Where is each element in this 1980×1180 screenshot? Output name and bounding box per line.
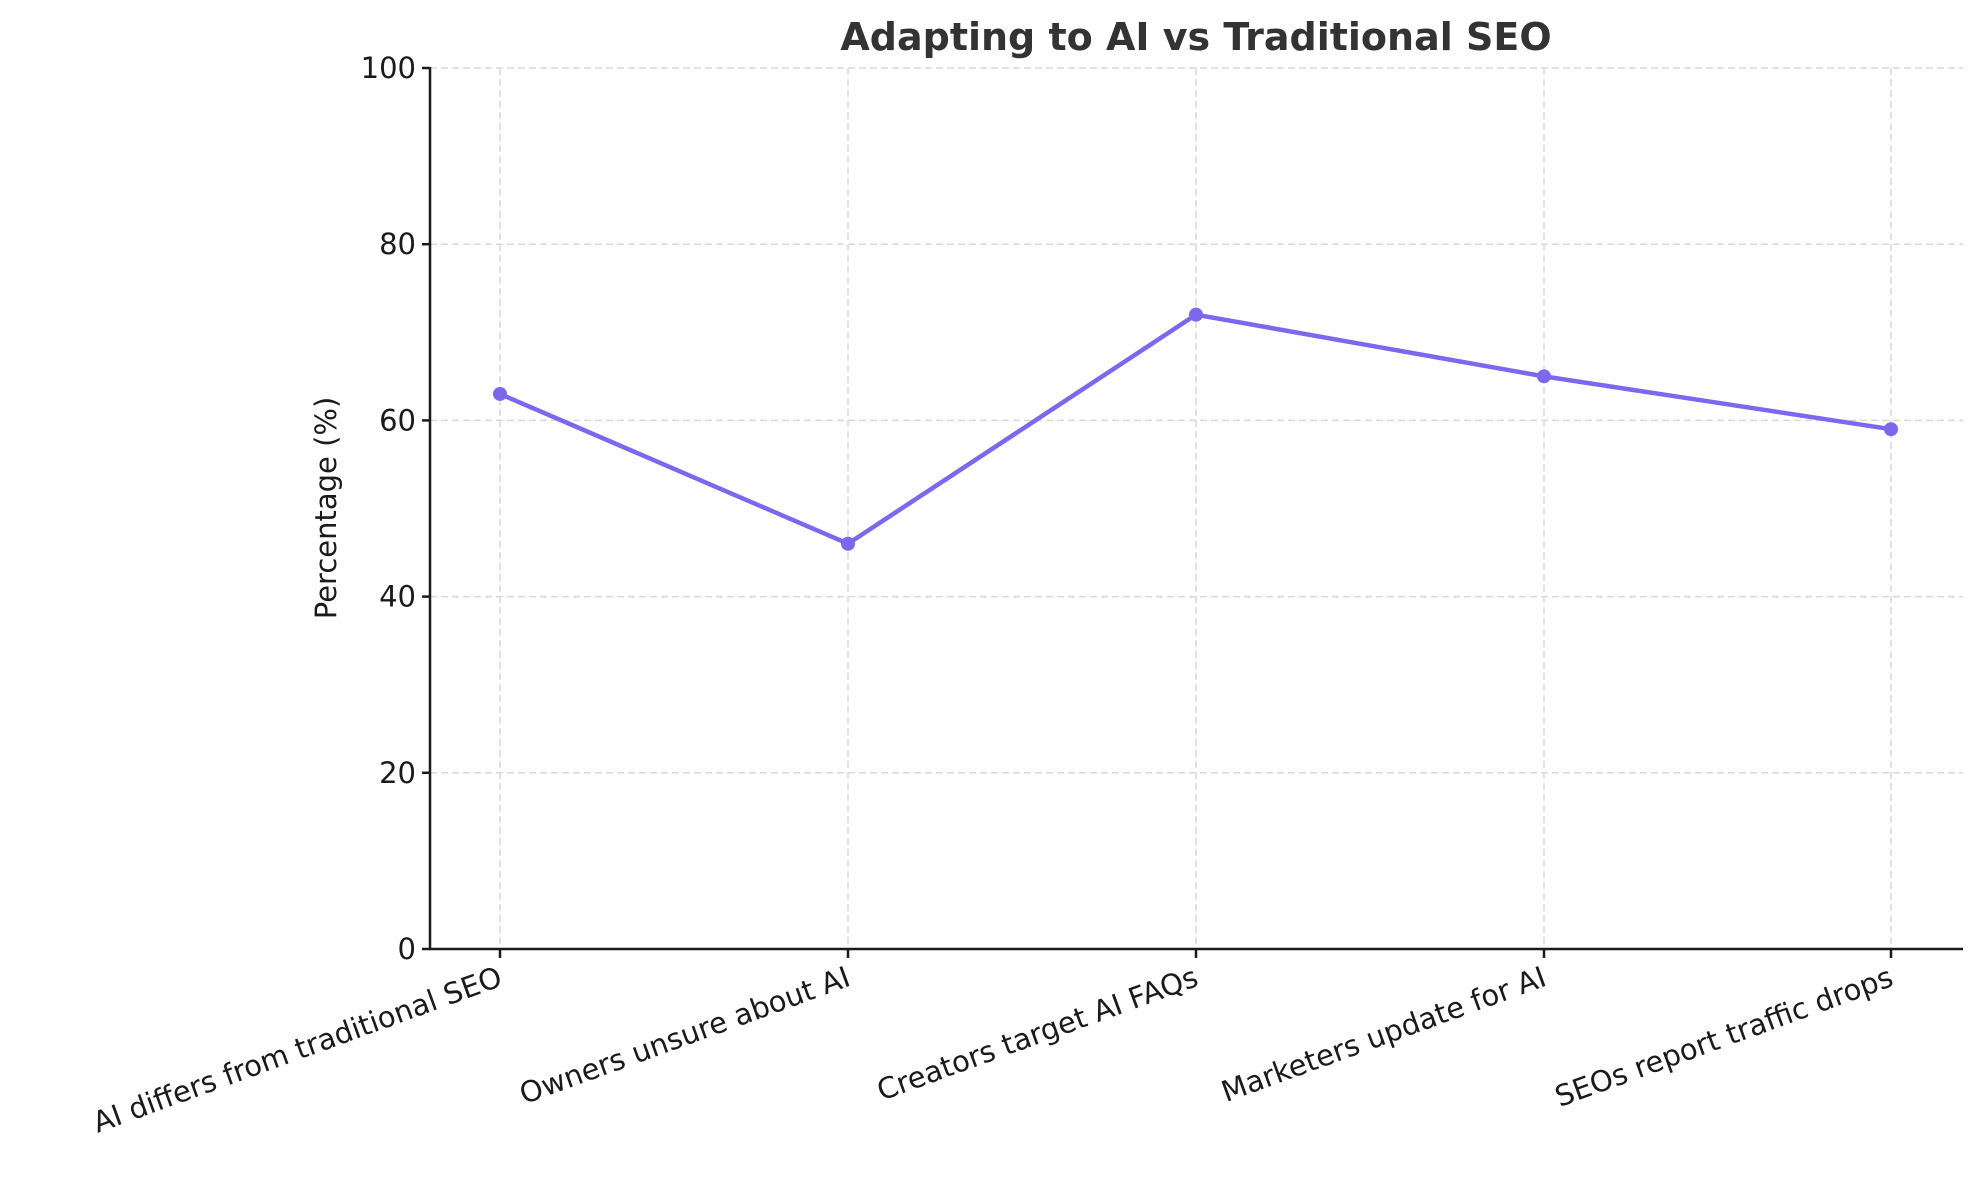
data-series [493,307,1898,551]
x-axis-ticks: AI differs from traditional SEO Owners un… [88,949,1897,1140]
y-axis-ticks: 0 20 40 60 80 100 [361,51,430,966]
chart-title: Adapting to AI vs Traditional SEO [840,15,1551,59]
y-tick-label: 100 [361,51,416,85]
data-point-marker [1537,369,1551,384]
y-tick-label: 0 [398,932,416,966]
x-tick-label: SEOs report traffic drops [1550,960,1897,1114]
y-axis-label: Percentage (%) [309,397,343,620]
data-point-marker [493,386,507,401]
x-tick-label: Creators target AI FAQs [872,960,1202,1108]
y-tick-label: 20 [379,756,416,790]
x-tick-label: AI differs from traditional SEO [88,960,506,1140]
data-point-marker [1189,307,1203,322]
y-tick-label: 40 [379,580,416,614]
x-tick-label: Owners unsure about AI [515,960,854,1111]
x-tick-label: Marketers update for AI [1217,960,1551,1109]
y-tick-label: 80 [379,227,416,261]
grid-lines [430,67,1963,949]
data-point-marker [841,536,855,551]
y-tick-label: 60 [379,403,416,437]
data-point-marker [1884,422,1898,437]
